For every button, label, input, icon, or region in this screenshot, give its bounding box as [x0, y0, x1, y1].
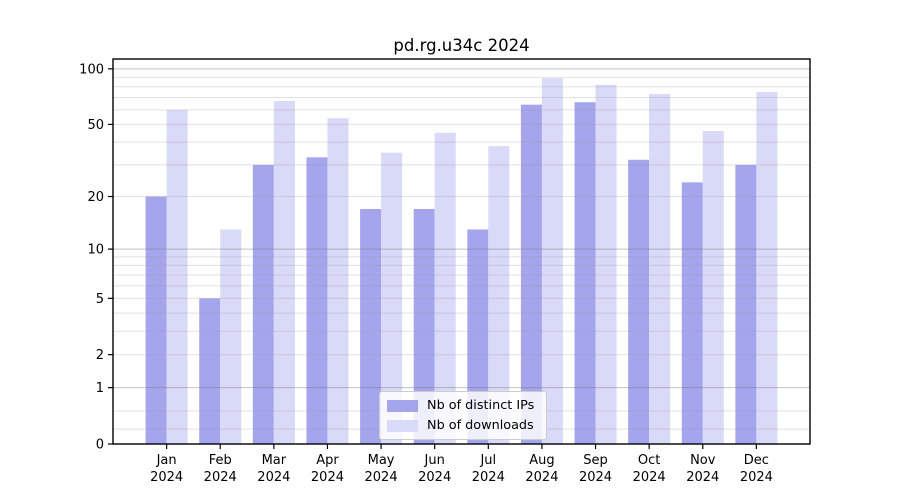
legend-label-distinct-ips: Nb of distinct IPs: [427, 398, 535, 413]
x-tick-label-year: 2024: [525, 470, 558, 485]
x-tick-label-year: 2024: [150, 470, 183, 485]
y-tick-label: 2: [96, 348, 104, 363]
x-tick-label-month: Jan: [156, 453, 177, 468]
legend-item-distinct-ips: Nb of distinct IPs: [387, 398, 538, 413]
x-tick-label-year: 2024: [633, 470, 666, 485]
bar-jan-distinct-ips: [145, 196, 167, 444]
x-tick-label-year: 2024: [204, 470, 237, 485]
legend: Nb of distinct IPs Nb of downloads: [379, 391, 547, 440]
x-tick-label-month: Feb: [209, 453, 232, 468]
x-tick-label-month: Mar: [262, 453, 287, 468]
legend-label-downloads: Nb of downloads: [427, 418, 534, 433]
bar-feb-distinct-ips: [199, 298, 221, 444]
y-tick-label: 10: [87, 243, 104, 258]
x-tick-label-month: Jun: [424, 453, 445, 468]
x-tick-label-month: Aug: [529, 453, 554, 468]
bar-aug-distinct-ips: [520, 104, 542, 444]
x-tick-label-year: 2024: [740, 470, 773, 485]
x-tick-label-month: Oct: [638, 453, 660, 468]
bar-jul-distinct-ips: [467, 229, 489, 444]
bar-jun-downloads: [434, 132, 456, 445]
bar-apr-downloads: [327, 118, 349, 444]
bar-nov-distinct-ips: [681, 182, 703, 444]
y-tick-label: 100: [79, 62, 104, 77]
bar-nov-downloads: [702, 131, 724, 444]
bar-aug-downloads: [541, 78, 563, 445]
x-tick-label-year: 2024: [311, 470, 344, 485]
x-tick-label-month: Sep: [583, 453, 608, 468]
bar-oct-distinct-ips: [628, 159, 650, 444]
legend-swatch-downloads: [387, 419, 418, 432]
y-tick-label: 50: [87, 118, 104, 133]
bar-mar-distinct-ips: [252, 164, 274, 444]
x-tick-label-year: 2024: [686, 470, 719, 485]
x-tick-label-year: 2024: [418, 470, 451, 485]
x-tick-label-year: 2024: [579, 470, 612, 485]
bar-jun-distinct-ips: [413, 209, 435, 444]
legend-swatch-distinct-ips: [387, 399, 418, 412]
x-tick-label-month: Jul: [479, 453, 496, 468]
x-tick-label-year: 2024: [365, 470, 398, 485]
x-tick-label-month: May: [368, 453, 395, 468]
bar-feb-downloads: [220, 229, 242, 444]
chart-title: pd.rg.u34c 2024: [393, 36, 530, 55]
bar-sep-distinct-ips: [574, 102, 596, 445]
bar-dec-downloads: [756, 91, 778, 444]
bar-jul-downloads: [488, 146, 510, 444]
bar-may-downloads: [381, 152, 403, 445]
bar-apr-distinct-ips: [306, 157, 328, 444]
y-tick-label: 5: [96, 292, 104, 307]
y-tick-label: 0: [96, 438, 104, 453]
bar-dec-distinct-ips: [735, 164, 757, 444]
x-tick-label-month: Dec: [744, 453, 769, 468]
plot-frame: [112, 58, 811, 445]
bar-oct-downloads: [649, 94, 671, 444]
bar-may-distinct-ips: [360, 209, 382, 444]
bar-mar-downloads: [273, 101, 295, 444]
bar-sep-downloads: [595, 84, 617, 445]
legend-item-downloads: Nb of downloads: [387, 418, 538, 433]
x-tick-label-year: 2024: [472, 470, 505, 485]
x-tick-label-year: 2024: [257, 470, 290, 485]
x-tick-label-month: Apr: [316, 453, 339, 468]
y-tick-label: 1: [96, 381, 104, 396]
x-tick-label-month: Nov: [690, 453, 716, 468]
bar-jan-downloads: [166, 109, 188, 444]
y-tick-label: 20: [87, 190, 104, 205]
